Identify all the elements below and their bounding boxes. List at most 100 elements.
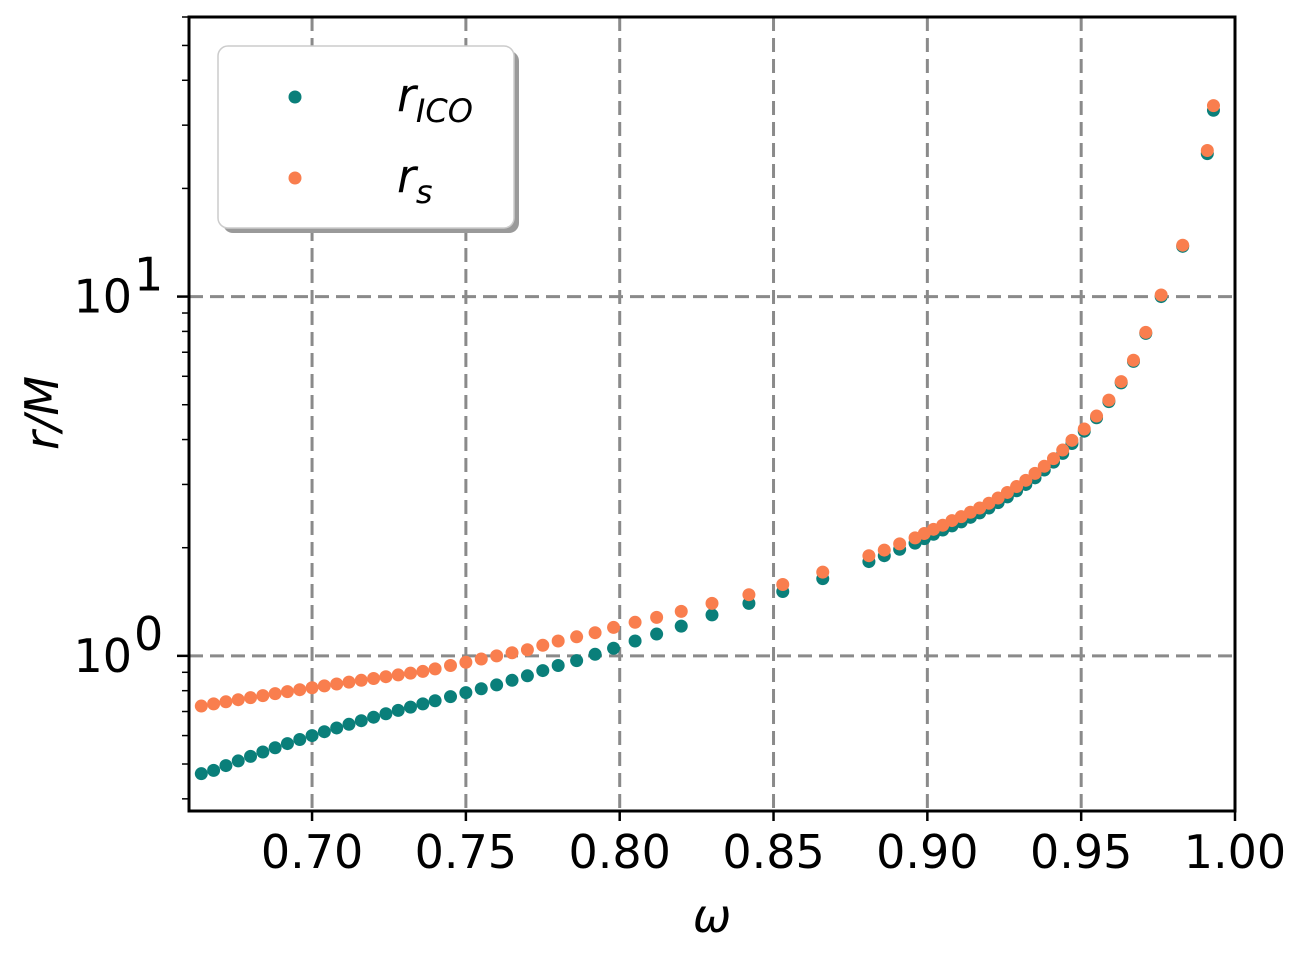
data-point — [474, 682, 488, 696]
data-point — [444, 690, 457, 704]
data-point — [293, 683, 307, 697]
data-point — [607, 620, 621, 634]
data-point — [490, 649, 504, 663]
data-point — [404, 666, 418, 680]
data-point — [404, 700, 418, 714]
legend-label: rICO — [397, 68, 473, 130]
data-point — [428, 694, 442, 708]
plot-border — [187, 15, 1237, 813]
y-tick-exponent: 1 — [134, 248, 163, 302]
data-point — [317, 679, 331, 693]
data-point — [1176, 238, 1190, 252]
legend-label-subscript: s — [416, 173, 433, 211]
y-tick-label: 10 — [73, 629, 132, 683]
data-point — [244, 749, 258, 763]
x-tick-label: 0.80 — [568, 825, 670, 879]
data-point — [354, 673, 368, 687]
data-point — [367, 671, 381, 685]
data-point — [877, 543, 891, 557]
data-point — [1102, 393, 1116, 407]
data-point — [551, 634, 565, 648]
data-point — [280, 737, 294, 751]
data-point — [219, 695, 233, 709]
data-point — [444, 659, 457, 673]
data-point — [1126, 353, 1140, 367]
data-point — [391, 703, 405, 717]
data-point — [342, 675, 356, 689]
data-point — [379, 670, 393, 684]
data-point — [1077, 422, 1091, 436]
data-point — [474, 652, 488, 666]
data-point — [244, 691, 258, 705]
data-point — [1154, 288, 1168, 302]
data-point — [268, 687, 282, 701]
data-point — [650, 610, 664, 624]
x-tick-label: 0.75 — [415, 825, 517, 879]
data-points — [194, 99, 1220, 781]
data-point — [459, 686, 473, 700]
data-point — [207, 697, 221, 711]
data-point — [219, 759, 233, 773]
legend-label: rs — [397, 149, 433, 211]
data-point — [570, 630, 584, 644]
data-point — [354, 714, 368, 728]
plot-frame — [187, 15, 1237, 813]
data-point — [231, 754, 245, 768]
data-point — [1046, 452, 1060, 466]
data-point — [317, 725, 331, 739]
data-point — [705, 596, 719, 610]
legend-box — [217, 45, 515, 229]
data-point — [650, 627, 664, 641]
legend-entry: rICO — [288, 68, 473, 130]
data-point — [607, 641, 621, 655]
y-tick-exponent: 0 — [134, 607, 163, 661]
data-point — [628, 634, 642, 648]
data-point — [268, 741, 282, 755]
data-point — [570, 654, 584, 668]
x-axis-ticks: 0.70 0.75 0.80 0.85 0.90 0.95 1.00 — [261, 811, 1286, 879]
data-point — [428, 662, 442, 676]
x-tick-label: 1.00 — [1184, 825, 1286, 879]
data-point — [505, 646, 519, 660]
data-point — [816, 565, 830, 579]
data-point — [674, 604, 688, 618]
data-point — [1065, 433, 1079, 447]
data-point — [674, 619, 688, 633]
legend-label-main: r — [397, 149, 419, 203]
data-point — [416, 664, 430, 678]
legend-label-main: r — [397, 68, 419, 122]
data-point — [1139, 325, 1153, 339]
data-point — [231, 693, 245, 707]
data-point — [1037, 459, 1051, 473]
data-point — [893, 537, 907, 551]
data-point — [1114, 375, 1128, 389]
x-tick-label: 0.90 — [876, 825, 978, 879]
data-point — [305, 681, 319, 695]
data-point — [588, 626, 602, 640]
y-tick-label: 10 — [73, 270, 132, 324]
data-point — [862, 549, 876, 563]
data-point — [536, 638, 550, 652]
x-tick-label: 0.70 — [261, 825, 363, 879]
data-point — [391, 668, 405, 682]
data-point — [293, 733, 307, 747]
data-point — [588, 647, 602, 661]
x-tick-label: 0.95 — [1030, 825, 1132, 879]
data-point — [536, 664, 550, 678]
data-point — [379, 707, 393, 721]
legend-entry: rs — [288, 149, 433, 211]
data-point — [1056, 443, 1070, 457]
data-point — [194, 699, 208, 713]
data-point — [1019, 473, 1033, 487]
data-point — [505, 673, 519, 687]
data-point — [330, 677, 344, 691]
data-point — [1010, 480, 1024, 494]
data-point — [1000, 485, 1014, 499]
data-point — [256, 689, 270, 703]
data-point — [551, 659, 565, 673]
legend-label-subscript: ICO — [416, 92, 473, 130]
x-tick-label: 0.85 — [722, 825, 824, 879]
